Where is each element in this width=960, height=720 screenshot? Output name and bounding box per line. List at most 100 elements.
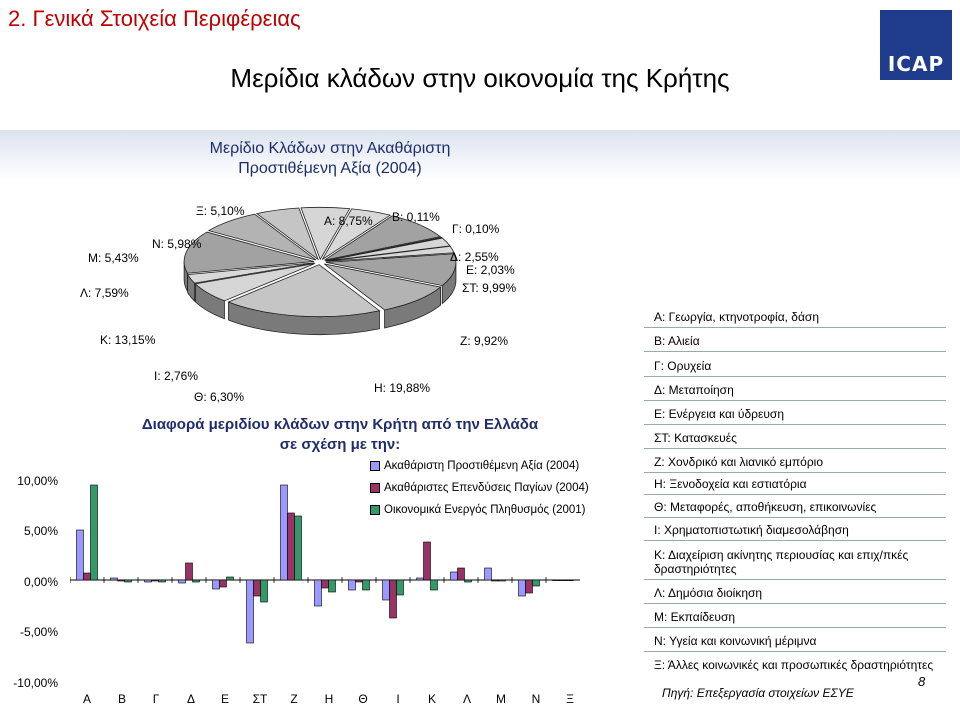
legend-item-population: Οικονομικά Ενεργός Πληθυσμός (2001) — [370, 504, 586, 516]
pie-slice-11 — [207, 213, 317, 261]
key-item-a: Α: Γεωργία, κτηνοτροφία, δάση — [644, 308, 946, 328]
pie-sides — [183, 261, 457, 336]
key-item-z: Ζ: Χονδρικό και λιανικό εμπόριο — [644, 453, 946, 473]
key-item-b: Β: Αλιεία — [644, 332, 946, 352]
pie-slice-4 — [325, 245, 455, 262]
page-title: Μερίδια κλάδων στην οικονομία της Κρήτης — [230, 63, 730, 93]
bar-2-9 — [396, 579, 404, 596]
pie-label-d: Δ: 2,55% — [450, 250, 499, 264]
pie-slice-10 — [183, 231, 315, 274]
gradient-band — [0, 130, 960, 180]
legend-label-gva: Ακαθάριστη Προστιθέμενη Αξία (2004) — [384, 460, 580, 472]
bar-1-10 — [423, 541, 431, 581]
bar-1-12 — [491, 579, 499, 582]
y-tick-minus10: -10,00% — [13, 676, 58, 690]
key-item-d: Δ: Μεταποίηση — [644, 381, 946, 401]
pie-slice-9 — [187, 262, 315, 284]
pie-label-x: Ξ: 5,10% — [196, 204, 245, 218]
bar-2-11 — [464, 579, 472, 583]
pie-tops — [183, 206, 457, 318]
bar-1-11 — [457, 567, 465, 581]
bar-2-1 — [124, 579, 132, 583]
pie-label-a: Α: 8,75% — [324, 214, 373, 228]
y-tick-0: 0,00% — [23, 575, 58, 589]
key-item-m: Μ: Εκπαίδευση — [644, 608, 946, 628]
bar-1-1 — [117, 579, 125, 582]
bar-2-0 — [90, 484, 98, 581]
bar-0-14 — [552, 579, 560, 581]
bar-title-line1: Διαφορά μεριδίου κλάδων στην Κρήτη από τ… — [141, 416, 539, 433]
bar-1-0 — [83, 572, 91, 581]
key-item-st: ΣΤ: Κατασκευές — [644, 429, 946, 449]
pie-label-st: ΣΤ: 9,99% — [462, 281, 517, 295]
pie-label-b: Β: 0,11% — [392, 210, 440, 224]
key-item-e: Ε: Ενέργεια και ύδρευση — [644, 405, 946, 425]
legend-label-population: Οικονομικά Ενεργός Πληθυσμός (2001) — [384, 504, 586, 516]
bar-0-1 — [110, 577, 118, 581]
pie-label-i: Ι: 2,76% — [154, 369, 199, 383]
x-tick-b: Β — [117, 692, 126, 706]
legend-swatch-gva — [370, 460, 380, 471]
key-item-h: Η: Ξενοδοχεία και εστιατόρια — [644, 475, 946, 495]
pie-slice-12 — [255, 207, 319, 261]
bar-1-13 — [525, 579, 533, 594]
section-title: 2. Γενικά Στοιχεία Περιφέρειας — [8, 6, 301, 31]
y-tick-5: 5,00% — [23, 524, 58, 538]
bar-1-14 — [559, 579, 567, 581]
sector-key-panel: Α: Γεωργία, κτηνοτροφία, δάση Β: Αλιεία … — [644, 302, 946, 706]
bar-2-6 — [294, 515, 302, 581]
bar-2-10 — [430, 579, 438, 591]
x-tick-x: Ξ — [566, 692, 574, 706]
x-tick-g: Γ — [152, 692, 160, 706]
bar-2-3 — [192, 579, 200, 583]
pie-label-l: Λ: 7,59% — [80, 286, 129, 300]
bar-0-2 — [144, 579, 152, 583]
key-item-g: Γ: Ορυχεία — [644, 357, 946, 377]
pie-chart — [183, 206, 457, 336]
key-item-x: Ξ: Άλλες κοινωνικές και προσωπικές δραστ… — [654, 658, 934, 672]
key-item-th: Θ: Μεταφορές, αποθήκευση, επικοινωνίες — [644, 498, 946, 518]
pie-label-z: Ζ: 9,92% — [460, 334, 509, 348]
bar-0-7 — [314, 579, 322, 607]
pie-label-n: Ν: 5,98% — [152, 237, 202, 251]
x-tick-i: Ι — [396, 692, 400, 706]
key-item-k: Κ: Διαχείριση ακίνητης περιουσίας και επ… — [644, 546, 946, 580]
pie-label-h: Η: 19,88% — [374, 381, 431, 395]
pie-label-k: Κ: 13,15% — [100, 333, 156, 347]
pie-label-g: Γ: 0,10% — [452, 222, 500, 236]
bar-2-14 — [566, 579, 574, 581]
pie-label-e: Ε: 2,03% — [466, 263, 515, 277]
page-number: 8 — [918, 674, 926, 689]
bar-1-4 — [219, 579, 227, 588]
source-note: Πηγή: Επεξεργασία στοιχείων ΕΣΥΕ — [662, 686, 854, 700]
bar-2-8 — [362, 579, 370, 591]
bar-0-3 — [178, 579, 186, 584]
pie-slice-13 — [300, 206, 351, 261]
pie-slice-6 — [324, 263, 442, 311]
pie-slice-8 — [194, 263, 316, 302]
bar-1-6 — [287, 512, 295, 581]
bar-0-0 — [76, 529, 84, 581]
bar-2-7 — [328, 579, 336, 593]
x-tick-h: Η — [324, 692, 334, 706]
pie-label-m: Μ: 5,43% — [88, 251, 139, 265]
bar-2-2 — [158, 579, 166, 583]
pie-label-th: Θ: 6,30% — [194, 390, 245, 404]
bar-2-13 — [532, 579, 540, 587]
bar-0-4 — [212, 579, 220, 590]
key-item-l: Λ: Δημόσια διοίκηση — [644, 584, 946, 604]
pie-slice-0 — [324, 215, 442, 261]
pie-slice-5 — [325, 253, 457, 287]
bar-0-10 — [416, 577, 424, 581]
pie-title-line2: Προστιθέμενη Αξία (2004) — [238, 160, 422, 177]
x-tick-st: ΣΤ — [252, 692, 268, 706]
legend-label-investment: Ακαθάριστες Επενδύσεις Παγίων (2004) — [384, 482, 589, 494]
x-tick-th: Θ — [358, 692, 368, 706]
key-item-i: Ι: Χρηματοπιστωτική διαμεσολάβηση — [644, 521, 946, 541]
bar-0-12 — [484, 567, 492, 581]
bar-2-5 — [260, 579, 268, 603]
pie-slice-7 — [227, 264, 381, 318]
pie-slice-3 — [325, 237, 451, 262]
legend-item-investment: Ακαθάριστες Επενδύσεις Παγίων (2004) — [370, 482, 589, 494]
bar-1-2 — [151, 579, 159, 582]
